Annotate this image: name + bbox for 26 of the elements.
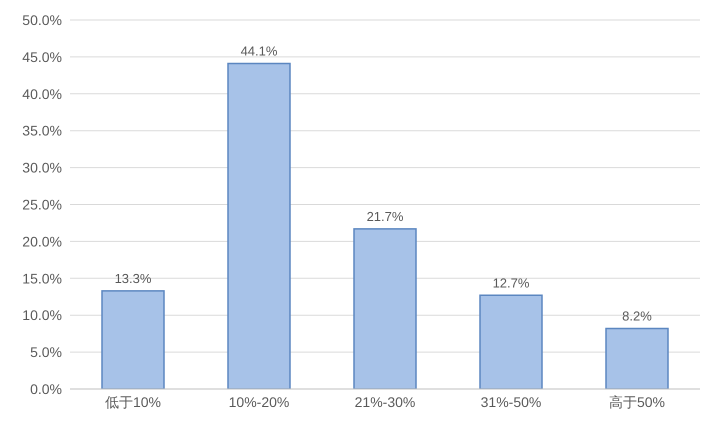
data-label: 21.7% xyxy=(366,208,404,224)
x-tick-label: 低于10% xyxy=(104,394,162,410)
y-tick-label: 50.0% xyxy=(22,12,62,28)
y-tick-label: 35.0% xyxy=(22,122,62,139)
y-tick-label: 30.0% xyxy=(22,160,62,176)
bar xyxy=(605,328,669,389)
x-tick-label: 10%-20% xyxy=(228,394,290,410)
x-tick-label: 21%-30% xyxy=(354,394,416,410)
data-label: 8.2% xyxy=(622,308,652,324)
bar xyxy=(227,62,291,389)
x-tick-label: 高于50% xyxy=(608,394,666,410)
y-tick-label: 25.0% xyxy=(22,196,62,212)
bar xyxy=(479,294,543,389)
y-tick-label: 0.0% xyxy=(30,380,62,397)
data-label: 13.3% xyxy=(114,270,152,286)
y-tick-label: 45.0% xyxy=(22,48,62,65)
bar xyxy=(101,290,165,389)
x-tick-label: 31%-50% xyxy=(480,394,542,410)
y-tick-label: 15.0% xyxy=(22,270,62,286)
bar xyxy=(353,228,417,389)
data-label: 44.1% xyxy=(240,44,278,59)
y-tick-label: 5.0% xyxy=(30,344,62,360)
y-tick-label: 10.0% xyxy=(22,307,62,324)
data-label: 12.7% xyxy=(492,275,530,290)
y-tick-label: 40.0% xyxy=(22,86,62,102)
y-tick-label: 20.0% xyxy=(22,233,62,250)
